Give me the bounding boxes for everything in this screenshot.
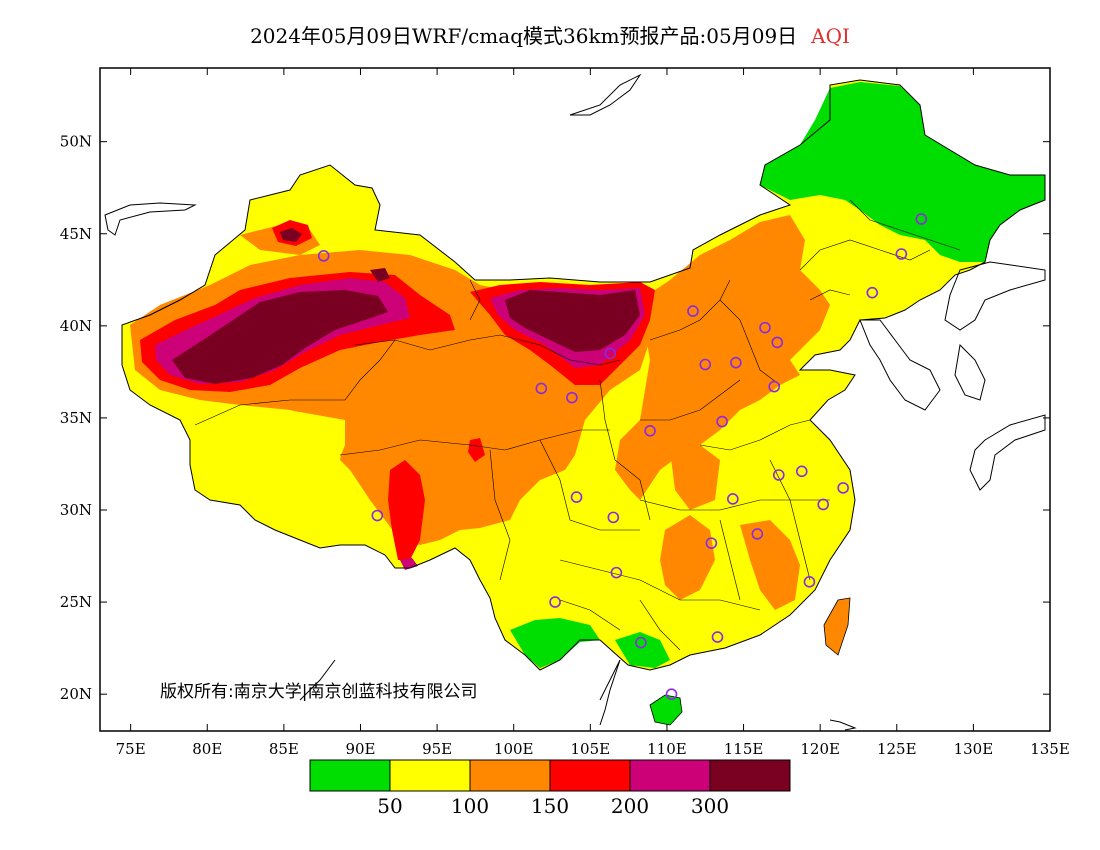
colorbar-swatch [389, 759, 471, 792]
station-marker [705, 537, 718, 549]
station-marker [635, 636, 647, 649]
station-marker [915, 213, 928, 225]
lon-label: 95E [422, 740, 452, 758]
aqi-zone-maroon-tarim [172, 290, 388, 384]
aqi-zone-orange-taiwan [823, 597, 851, 656]
lat-label: 20N [60, 685, 92, 703]
aqi-zone-orange-south [660, 515, 715, 600]
colorbar-swatch [469, 759, 551, 792]
station-marker [895, 248, 908, 260]
station-marker [535, 382, 548, 395]
lon-label: 75E [116, 740, 146, 758]
station-marker [768, 380, 780, 393]
aqi-zone-green-northeast [760, 82, 1045, 262]
lon-labels: 75E 80E 85E 90E 95E 100E 105E 110E 115E 120E 125E 1… [116, 740, 1070, 758]
aqi-zone-orange-central [670, 445, 720, 510]
lat-label: 30N [60, 501, 92, 519]
lon-label: 130E [954, 740, 994, 758]
title-text: 2024年05月09日WRF/cmaq模式36km预报产品:05月09日 [250, 24, 798, 48]
aqi-zone-maroon-small [370, 268, 390, 282]
lon-label: 85E [269, 740, 299, 758]
colorbar [309, 759, 791, 792]
station-marker [837, 482, 849, 494]
lat-labels: 20N 25N 30N 35N 40N 45N 50N [60, 133, 92, 704]
lon-label: 80E [192, 740, 222, 758]
lon-label: 115E [724, 740, 764, 758]
lat-label: 45N [60, 225, 92, 243]
province-boundaries [194, 199, 961, 651]
aqi-zone-yellow-plateau [195, 408, 345, 540]
neighbour-outlines [104, 73, 1046, 731]
lat-label: 35N [60, 409, 92, 427]
colorbar-swatch [549, 759, 631, 792]
colorbar-threshold: 50 [377, 794, 402, 818]
station-marker [771, 336, 784, 349]
axis-ticks [100, 68, 1051, 731]
colorbar-swatch [709, 759, 791, 792]
station-marker [795, 465, 808, 478]
station-markers [317, 213, 928, 700]
station-marker [772, 469, 785, 481]
colorbar-threshold: 100 [451, 794, 489, 818]
station-marker [604, 347, 617, 360]
lon-label: 100E [494, 740, 534, 758]
lon-label: 125E [877, 740, 917, 758]
station-marker [711, 631, 724, 643]
station-marker [803, 576, 816, 588]
lon-label: 110E [647, 740, 687, 758]
aqi-zone-maroon-alxa [505, 290, 640, 352]
station-marker [716, 415, 728, 428]
station-marker [727, 493, 739, 505]
aqi-zone-orange-north [615, 215, 830, 500]
aqi-zone-maroon-hotspot [280, 228, 302, 242]
station-marker [730, 356, 742, 369]
map-title: 2024年05月09日WRF/cmaq模式36km预报产品:05月09日 AQI [0, 20, 1100, 49]
station-marker [549, 596, 561, 608]
aqi-zone-red-small [468, 438, 485, 462]
station-marker [751, 528, 764, 540]
station-marker [665, 688, 678, 700]
lon-label: 105E [571, 740, 611, 758]
aqi-zone-green-hainan [649, 694, 683, 726]
station-marker [687, 305, 699, 317]
station-marker [699, 358, 712, 371]
lon-label: 135E [1030, 740, 1070, 758]
title-product: AQI [811, 24, 850, 48]
station-marker [317, 250, 330, 262]
station-marker [566, 391, 578, 404]
aqi-zone-red-tibet [388, 460, 425, 560]
lat-label: 40N [60, 317, 92, 335]
station-marker [371, 509, 384, 522]
station-marker [570, 491, 583, 503]
station-marker [607, 511, 620, 524]
lon-label: 120E [800, 740, 840, 758]
lon-label: 90E [345, 740, 375, 758]
station-marker [759, 321, 771, 334]
colorbar-labels: 50 100 150 200 300 [377, 794, 729, 818]
station-marker [817, 498, 830, 511]
copyright-text: 版权所有:南京大学|南京创蓝科技有限公司 [160, 682, 477, 702]
colorbar-threshold: 200 [611, 794, 649, 818]
station-marker [610, 566, 623, 579]
aqi-zone-orange-east [740, 520, 800, 610]
station-marker [644, 425, 656, 437]
colorbar-threshold: 150 [531, 794, 569, 818]
colorbar-threshold: 300 [691, 794, 729, 818]
aqi-zone-green-south [510, 618, 600, 668]
aqi-field [104, 73, 1046, 731]
lat-label: 50N [60, 133, 92, 151]
colorbar-swatch [629, 759, 711, 792]
lat-label: 25N [60, 593, 92, 611]
aqi-zone-green-guangxi [615, 632, 670, 668]
station-marker [866, 286, 879, 299]
colorbar-swatch [309, 759, 391, 792]
